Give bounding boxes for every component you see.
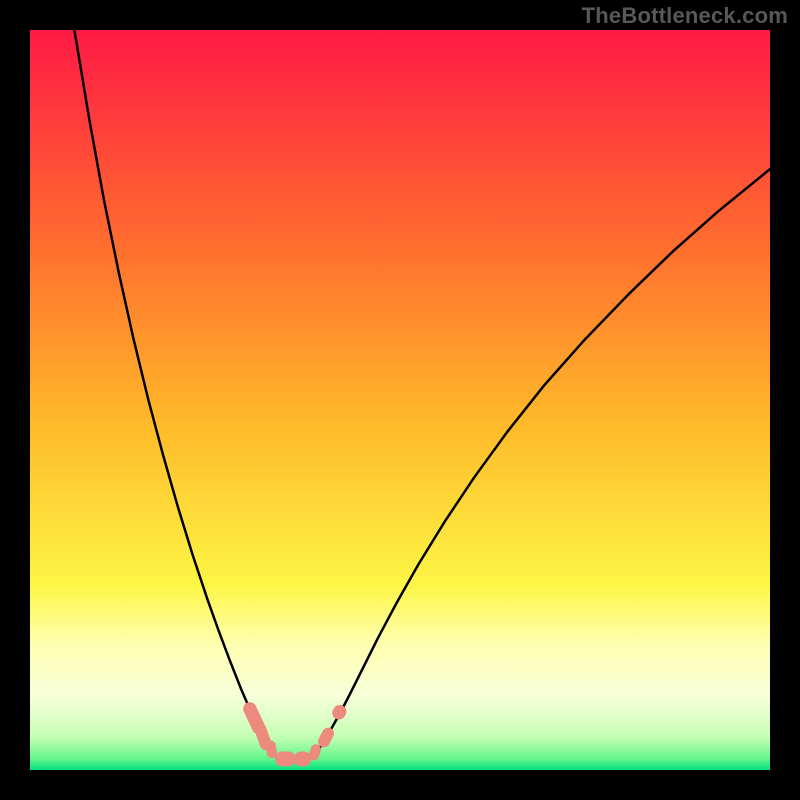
plot-area <box>30 30 770 770</box>
gradient-background <box>30 30 770 770</box>
chart-frame: TheBottleneck.com <box>0 0 800 800</box>
bottleneck-curve-chart <box>30 30 770 770</box>
watermark-text: TheBottleneck.com <box>582 3 788 29</box>
curve-marker <box>293 752 311 767</box>
curve-marker <box>275 752 296 767</box>
